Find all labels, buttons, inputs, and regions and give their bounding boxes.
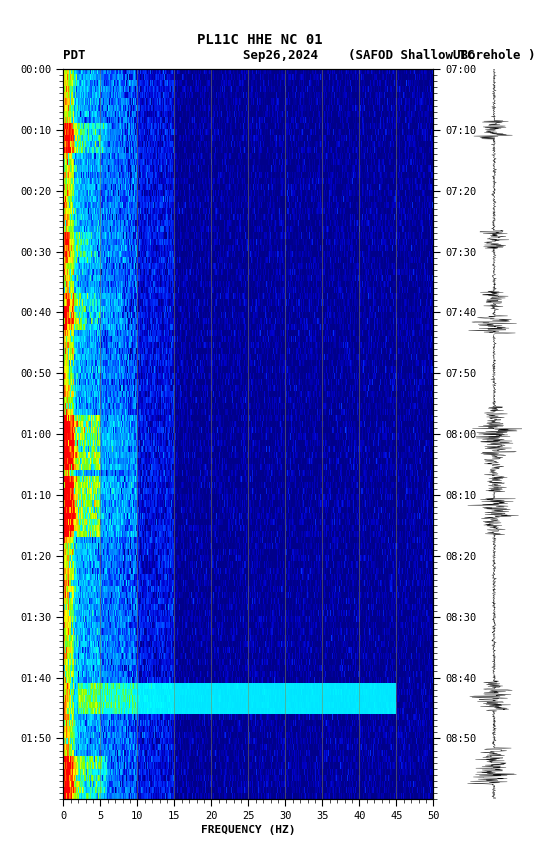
Text: PDT: PDT: [63, 49, 86, 62]
Text: UTC: UTC: [452, 49, 475, 62]
Text: PL11C HHE NC 01: PL11C HHE NC 01: [197, 33, 322, 47]
X-axis label: FREQUENCY (HZ): FREQUENCY (HZ): [201, 825, 296, 835]
Text: Sep26,2024    (SAFOD Shallow Borehole ): Sep26,2024 (SAFOD Shallow Borehole ): [243, 49, 535, 62]
